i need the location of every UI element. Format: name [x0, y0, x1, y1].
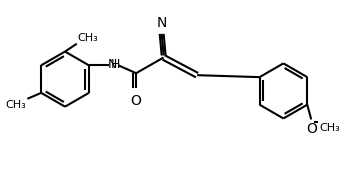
Text: CH₃: CH₃	[6, 100, 26, 110]
Text: O: O	[306, 122, 317, 136]
Text: N: N	[157, 16, 167, 30]
Text: N: N	[108, 58, 117, 71]
Text: CH₃: CH₃	[319, 123, 340, 133]
Text: O: O	[131, 94, 142, 108]
Text: H: H	[111, 58, 120, 71]
Text: CH₃: CH₃	[78, 33, 99, 43]
